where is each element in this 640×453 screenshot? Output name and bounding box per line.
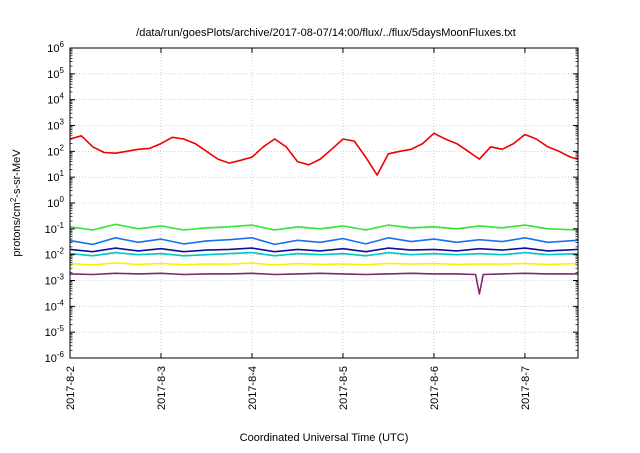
y-tick-label: 102 — [47, 143, 64, 158]
grid-lines — [70, 48, 578, 358]
y-tick-label: 103 — [47, 118, 64, 133]
x-tick-label: 2017-8-4 — [247, 366, 259, 410]
y-tick-label: 10-4 — [45, 298, 65, 313]
y-tick-label: 10-3 — [45, 273, 65, 288]
x-tick-label: 2017-8-5 — [338, 366, 350, 410]
y-tick-label: 106 — [47, 40, 64, 55]
series-line-4 — [69, 247, 579, 253]
x-tick-label: 2017-8-6 — [429, 366, 441, 410]
plot-frame — [69, 47, 579, 359]
series-line-5 — [69, 237, 579, 246]
y-tick-label: 100 — [47, 195, 64, 210]
series-line-7 — [69, 132, 579, 176]
axis-ticks: 10-6 10-5 10-4 10-3 10-2 10-1 100 101 102 103 104 1… — [45, 40, 578, 410]
series-line-6 — [69, 223, 579, 231]
series-line-1 — [69, 272, 578, 295]
x-tick-label: 2017-8-2 — [65, 366, 77, 410]
y-axis-title-prefix: protons/cm — [11, 202, 23, 256]
chart-title: /data/run/goesPlots/archive/2017-08-07/1… — [136, 27, 516, 39]
y-tick-label: 10-6 — [45, 350, 65, 365]
x-axis-title: Coordinated Universal Time (UTC) — [240, 432, 409, 444]
series-line-3 — [69, 251, 579, 257]
y-tick-label: 101 — [47, 169, 64, 184]
y-tick-label: 105 — [47, 66, 64, 81]
y-tick-label: 10-2 — [45, 247, 65, 262]
y-tick-label: 10-1 — [45, 221, 65, 236]
x-tick-label: 2017-8-3 — [156, 366, 168, 410]
y-tick-label: 10-5 — [45, 324, 65, 339]
y-axis-title-superscript: 2 — [9, 197, 18, 202]
y-tick-label: 104 — [47, 92, 64, 107]
series-line-2 — [69, 262, 579, 266]
y-axis-title: protons/cm2-s-sr-MeV — [9, 149, 23, 257]
x-tick-label: 2017-8-7 — [520, 366, 532, 410]
data-series — [69, 132, 579, 295]
y-axis-title-suffix: -s-sr-MeV — [11, 149, 23, 198]
